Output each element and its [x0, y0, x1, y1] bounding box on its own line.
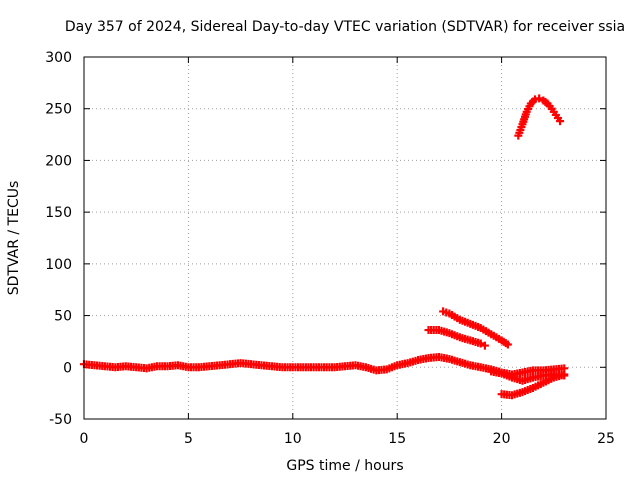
y-tick-label: 150 [45, 205, 72, 221]
y-tick-label: 50 [54, 309, 72, 325]
y-tick-labels: -50 0 50 100 150 200 250 300 [45, 50, 72, 428]
x-tick-label: 0 [80, 431, 89, 447]
data-point [556, 117, 565, 126]
y-tick-label: 200 [45, 153, 72, 169]
x-tick-label: 15 [388, 431, 406, 447]
y-tick-label: 0 [63, 360, 72, 376]
series-upper-arc [514, 94, 565, 140]
data-points [80, 94, 569, 400]
plot-frame [83, 56, 607, 420]
series-descending-lower [424, 326, 489, 350]
x-tick-label: 5 [184, 431, 193, 447]
data-point [480, 341, 489, 350]
x-tick-label: 10 [284, 431, 302, 447]
series-main-track [80, 352, 569, 379]
series-descending-upper [439, 307, 512, 349]
chart-title: Day 357 of 2024, Sidereal Day-to-day VTE… [65, 19, 625, 35]
y-tick-label: 250 [45, 102, 72, 118]
y-tick-label: 300 [45, 50, 72, 66]
y-tick-label: -50 [49, 412, 72, 428]
data-point [476, 339, 485, 348]
data-point [503, 340, 512, 349]
y-axis-label: SDTVAR / TECUs [6, 181, 22, 296]
x-tick-labels: 0 5 10 15 20 25 [80, 431, 615, 447]
series-falling-tail [487, 367, 569, 385]
data-point [535, 94, 544, 103]
x-axis-label: GPS time / hours [286, 458, 403, 474]
x-tick-label: 20 [493, 431, 511, 447]
y-tick-label: 100 [45, 257, 72, 273]
x-tick-label: 25 [597, 431, 615, 447]
data-point [560, 371, 569, 380]
